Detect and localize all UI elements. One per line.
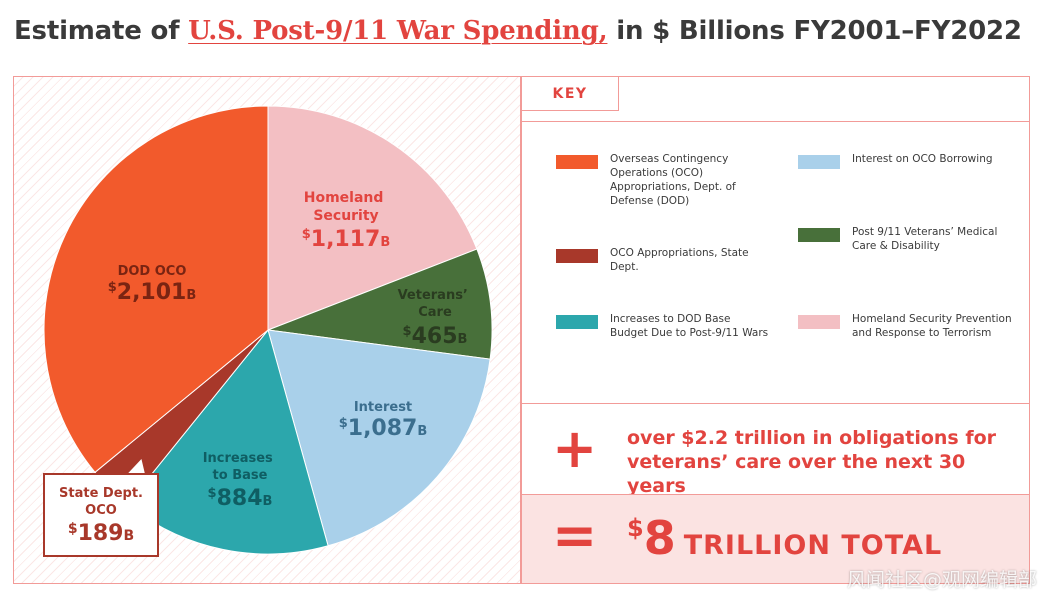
slice-label-interest: Interest xyxy=(354,400,412,415)
watermark: 风闻社区@观网编辑部 xyxy=(846,569,1037,591)
slice-value-interest: $1,087B xyxy=(339,416,428,441)
slice-label-base: Increases to Base xyxy=(203,451,278,483)
legend-item-base: Increases to DOD Base Budget Due to Post… xyxy=(556,312,771,340)
state-value: $189B xyxy=(67,521,135,546)
future-obligations-text: over $2.2 trillion in obligations for ve… xyxy=(627,427,997,497)
plus-icon: + xyxy=(552,417,598,480)
legend-item-homeland: Homeland Security Prevention and Respons… xyxy=(798,312,1023,340)
legend-swatch xyxy=(798,315,840,329)
legend-swatch xyxy=(556,315,598,329)
slice-value-homeland: $1,117B xyxy=(302,227,391,252)
title-suffix: in $ Billions FY2001–FY2022 xyxy=(607,16,1022,46)
state-label-line1: State Dept. xyxy=(59,486,143,501)
future-obligations-panel: + over $2.2 trillion in obligations for … xyxy=(521,403,1030,497)
legend-item-veterans: Post 9/11 Veterans’ Medical Care & Disab… xyxy=(798,225,1018,253)
slice-label-homeland: Homeland Security xyxy=(304,190,389,224)
legend-divider xyxy=(522,121,1029,122)
total-panel: = $8 TRILLION TOTAL xyxy=(521,494,1030,584)
legend-heading: KEY xyxy=(522,77,619,111)
legend-item-interest: Interest on OCO Borrowing xyxy=(798,152,1018,169)
title-highlight: U.S. Post-9/11 War Spending, xyxy=(188,16,608,46)
slice-value-dod: $2,101B xyxy=(108,280,197,305)
pie-slice-interest xyxy=(267,329,491,547)
legend-item-state-oco: OCO Appropriations, State Dept. xyxy=(556,246,756,274)
slice-value-veterans: $465B xyxy=(403,324,468,349)
legend-swatch xyxy=(556,155,598,169)
legend-swatch xyxy=(798,228,840,242)
callout-state-dept-oco: State Dept. OCO $189B xyxy=(43,473,159,557)
pie-slice-veterans-care xyxy=(267,248,493,360)
pie-chart: Homeland Security $1,117B Veterans’ Care… xyxy=(43,105,493,555)
legend-item-dod-oco: Overseas Contingency Operations (OCO) Ap… xyxy=(556,152,756,208)
pie-slice-homeland-security xyxy=(267,105,478,331)
legend-panel: KEY Overseas Contingency Operations (OCO… xyxy=(521,76,1030,404)
slice-value-base: $884B xyxy=(208,486,273,511)
total-text: $8 TRILLION TOTAL xyxy=(627,511,943,565)
title-prefix: Estimate of xyxy=(14,16,189,46)
legend-swatch xyxy=(556,249,598,263)
pie-slice-dod-oco xyxy=(43,105,269,474)
chart-title: Estimate of U.S. Post-9/11 War Spending,… xyxy=(14,16,1022,46)
slice-label-veterans: Veterans’ Care xyxy=(398,288,473,320)
legend-swatch xyxy=(798,155,840,169)
slice-label-dod: DOD OCO xyxy=(118,264,187,279)
equals-icon: = xyxy=(552,504,598,567)
state-label-line2: OCO xyxy=(85,503,117,518)
pie-chart-panel: Homeland Security $1,117B Veterans’ Care… xyxy=(13,76,521,584)
